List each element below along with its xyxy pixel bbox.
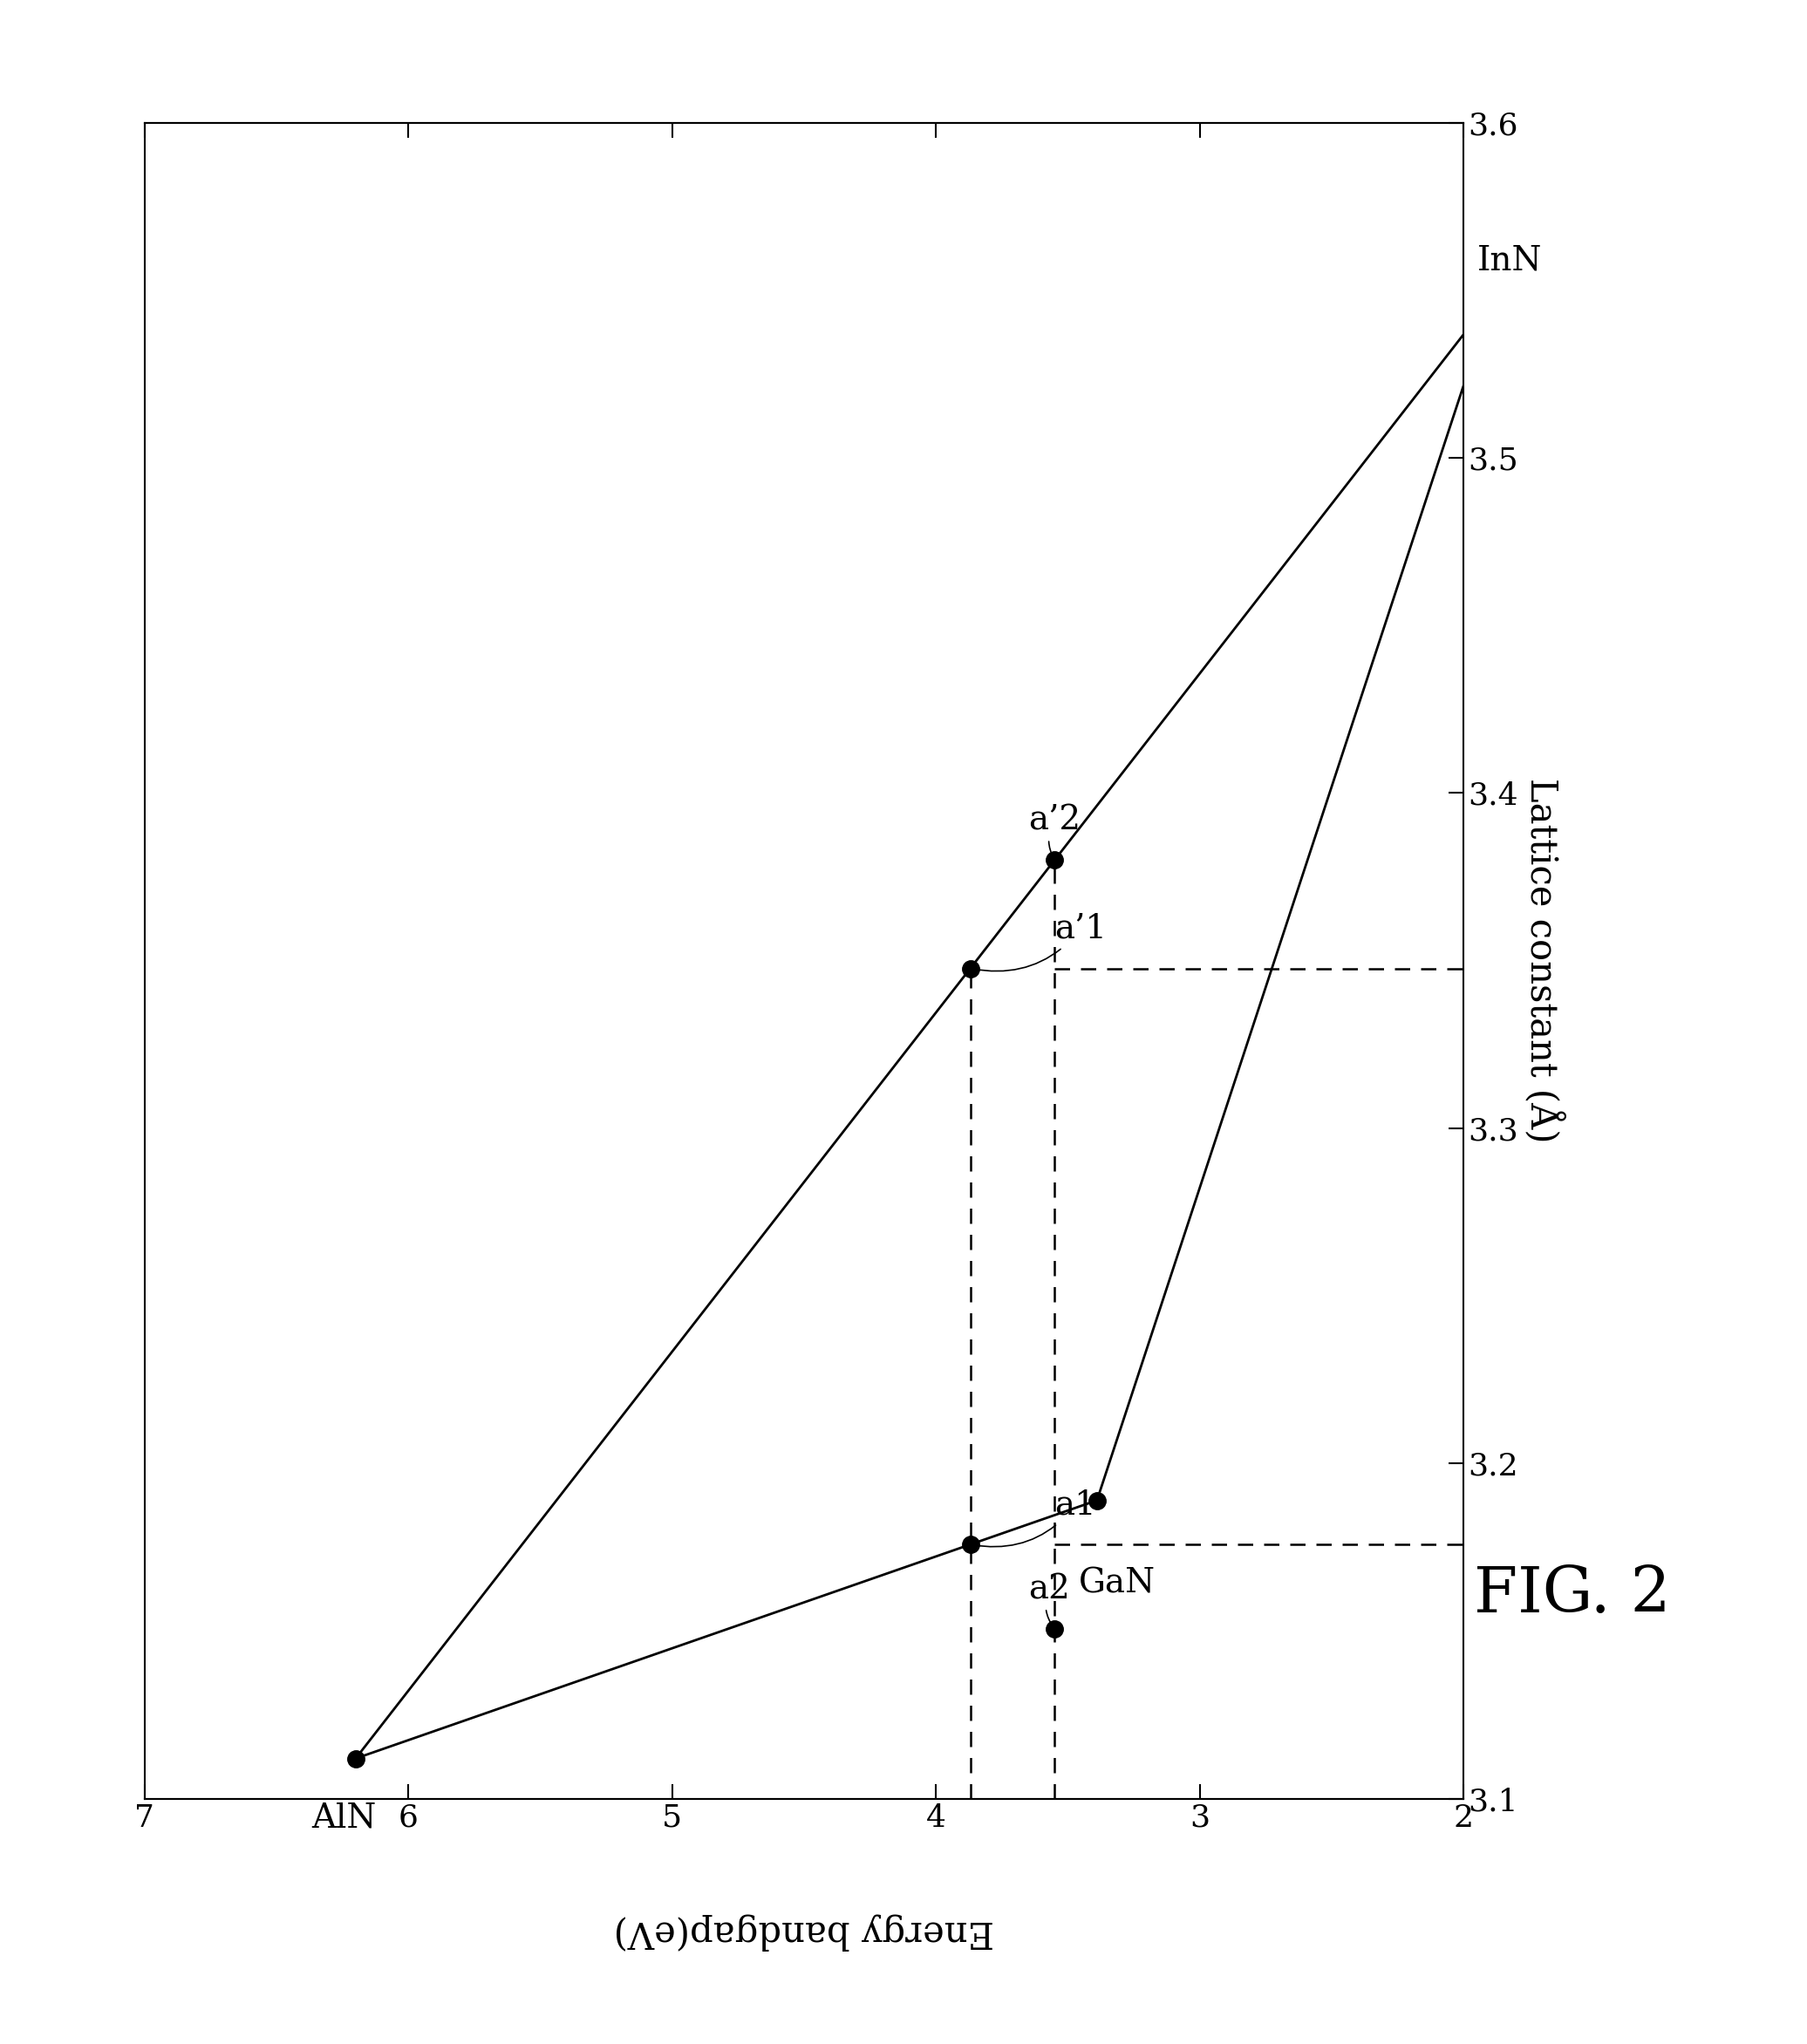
Text: a2: a2 — [1028, 1574, 1070, 1627]
Text: a1: a1 — [972, 1488, 1097, 1547]
Text: FIG. 2: FIG. 2 — [1475, 1564, 1670, 1625]
Text: InN: InN — [1476, 245, 1541, 276]
Text: a’2: a’2 — [1028, 805, 1081, 858]
Text: Energy bandgap(eV): Energy bandgap(eV) — [614, 1913, 994, 1950]
Text: AlN: AlN — [313, 1803, 376, 1833]
Y-axis label: Lattice constant (Å): Lattice constant (Å) — [1523, 779, 1565, 1143]
Text: a’1: a’1 — [972, 914, 1108, 971]
Text: GaN: GaN — [1079, 1568, 1155, 1600]
